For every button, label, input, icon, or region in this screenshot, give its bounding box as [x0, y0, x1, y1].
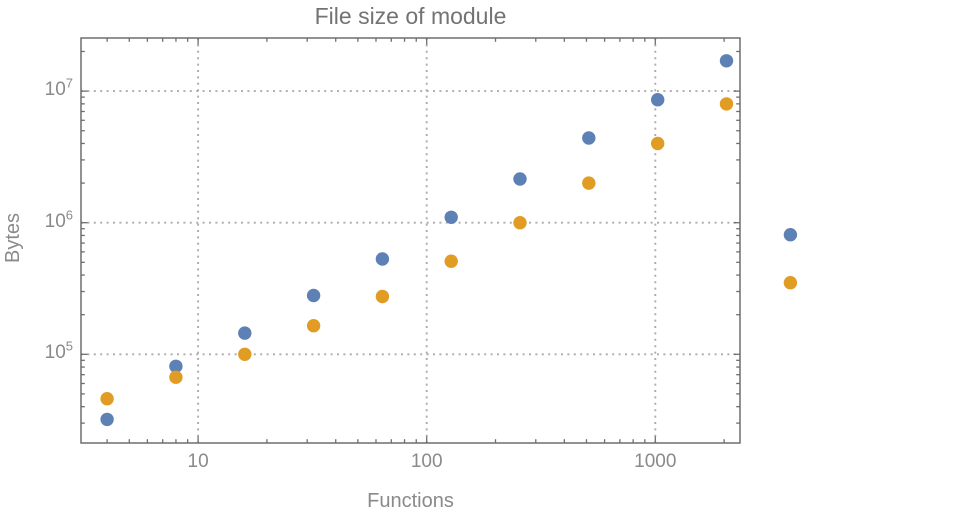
plot-frame	[80, 37, 741, 444]
x-axis-label: Functions	[367, 490, 454, 512]
point-orange-x32	[306, 319, 321, 333]
series-orange-points	[100, 97, 798, 406]
x-tick-label-100: 100	[410, 451, 443, 472]
y-tick-label-10e7: 107	[44, 75, 73, 101]
frame-ticks	[81, 38, 740, 443]
point-orange-x512	[582, 176, 596, 190]
point-blue-x8	[169, 359, 183, 373]
point-orange-x8	[169, 370, 183, 384]
series-blue-points	[100, 54, 798, 427]
point-blue-x1024	[651, 93, 665, 107]
x-tick-label-1000: 1000	[634, 451, 677, 472]
point-blue-x4	[100, 412, 114, 427]
chart-title: File size of module	[314, 3, 507, 29]
point-blue-x32	[306, 288, 321, 303]
point-orange-x2048	[719, 97, 734, 111]
y-axis-label: Bytes	[2, 212, 24, 264]
point-orange-x128	[444, 254, 458, 268]
point-blue-x64	[375, 252, 390, 266]
point-blue-x128	[444, 210, 458, 224]
point-orange-x256	[513, 216, 527, 230]
point-orange-x4	[100, 392, 114, 406]
point-blue-x512	[582, 131, 596, 145]
point-orange-x64	[375, 289, 390, 304]
point-blue-x16	[238, 326, 252, 340]
point-orange-x3900	[783, 276, 798, 290]
point-blue-x3900	[783, 228, 798, 242]
y-tick-label-10e6: 106	[44, 207, 73, 232]
x-tick-label-10: 10	[187, 451, 209, 472]
point-orange-x16	[238, 347, 252, 361]
point-orange-x1024	[651, 136, 665, 151]
point-blue-x256	[513, 172, 527, 186]
point-blue-x2048	[719, 54, 734, 68]
y-tick-label-10e5: 105	[44, 338, 73, 364]
